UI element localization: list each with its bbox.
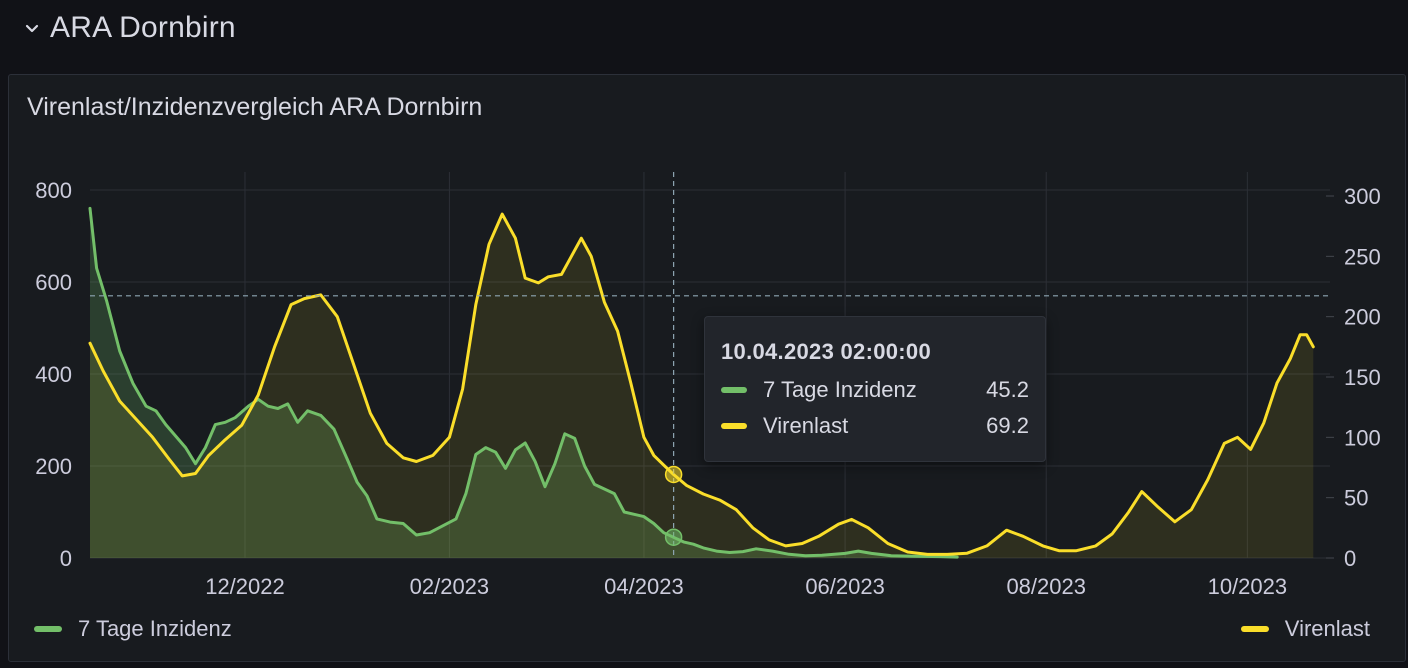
- y-left-tick-label: 400: [35, 362, 72, 387]
- crosshair: [90, 172, 1328, 558]
- row-header[interactable]: ARA Dornbirn: [22, 6, 236, 50]
- y-right-tick-label: 0: [1344, 546, 1356, 571]
- panel-title: Virenlast/Inzidenzvergleich ARA Dornbirn: [27, 93, 483, 121]
- x-tick-label: 04/2023: [604, 574, 684, 599]
- x-tick-label: 12/2022: [205, 574, 285, 599]
- legend-swatch-inzidenz: [34, 626, 62, 632]
- area-7-tage-inzidenz: [90, 208, 958, 558]
- y-right-tick-label: 300: [1344, 184, 1381, 209]
- y-right-tick-label: 50: [1344, 486, 1368, 511]
- hover-point-virenlast: [664, 465, 683, 484]
- tooltip-row-virenlast: Virenlast 69.2: [721, 411, 1029, 441]
- y-left-tick-label: 800: [35, 178, 72, 203]
- x-tick-label: 02/2023: [410, 574, 490, 599]
- hover-point-inzidenz: [664, 528, 683, 546]
- series-fills: [90, 208, 1314, 558]
- y-right-tick-label: 100: [1344, 425, 1381, 450]
- legend-item-inzidenz[interactable]: 7 Tage Inzidenz: [34, 612, 232, 646]
- y-right-tick-label: 150: [1344, 365, 1381, 390]
- virenlast-swatch: [721, 423, 747, 429]
- inzidenz-swatch: [721, 387, 747, 393]
- x-tick-label: 08/2023: [1006, 574, 1086, 599]
- chevron-down-icon: [25, 24, 39, 33]
- tooltip-series-name: Virenlast: [763, 413, 849, 438]
- y-left-tick-label: 200: [35, 454, 72, 479]
- legend-label-virenlast: Virenlast: [1284, 616, 1370, 641]
- y-right-tick-label: 200: [1344, 305, 1381, 330]
- area-virenlast: [90, 214, 1314, 558]
- series-lines: [88, 206, 1315, 559]
- legend-item-virenlast[interactable]: Virenlast: [1240, 612, 1370, 646]
- x-tick-label: 10/2023: [1208, 574, 1288, 599]
- tooltip-row-inzidenz: 7 Tage Inzidenz 45.2: [721, 375, 1029, 405]
- x-tick-label: 06/2023: [805, 574, 885, 599]
- axis-ticks: 0 200 400 600 800 0 50 100 150 200 250 300 12/2022 02…: [35, 178, 1380, 599]
- tooltip: 10.04.2023 02:00:00 7 Tage Inzidenz 45.2…: [704, 316, 1046, 462]
- y-left-tick-label: 0: [60, 546, 72, 571]
- line-7-tage-inzidenz: [88, 206, 959, 559]
- legend-swatch-virenlast: [1240, 626, 1269, 632]
- tooltip-series-value: 69.2: [986, 413, 1029, 438]
- row-title: ARA Dornbirn: [50, 11, 236, 44]
- line-virenlast: [88, 212, 1315, 556]
- y-right-tick-label: 250: [1344, 244, 1381, 269]
- y-left-tick-label: 600: [35, 270, 72, 295]
- tooltip-time: 10.04.2023 02:00:00: [721, 339, 931, 364]
- legend-label-inzidenz: 7 Tage Inzidenz: [78, 616, 232, 641]
- tooltip-series-name: 7 Tage Inzidenz: [763, 377, 917, 402]
- tooltip-series-value: 45.2: [986, 377, 1029, 402]
